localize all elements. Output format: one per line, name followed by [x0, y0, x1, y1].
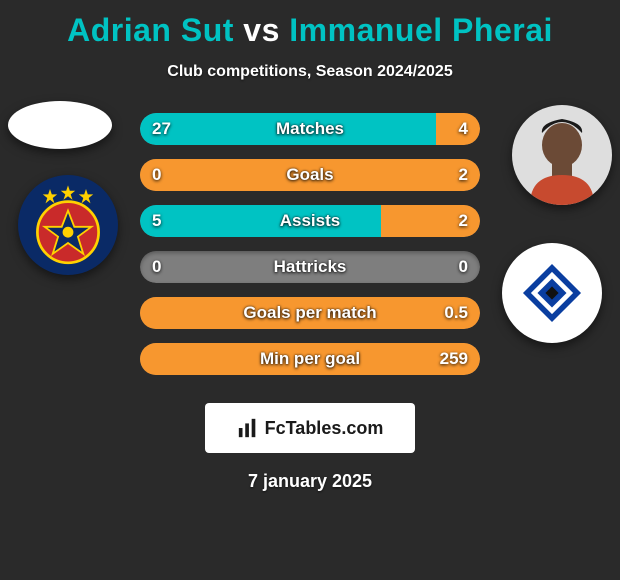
- subtitle: Club competitions, Season 2024/2025: [0, 63, 620, 81]
- branding-badge: FcTables.com: [205, 403, 415, 453]
- stat-label: Goals per match: [140, 297, 480, 329]
- stat-row: 02Goals: [140, 159, 480, 191]
- stat-row: 00Hattricks: [140, 251, 480, 283]
- stat-bars: 274Matches 02Goals 52Assists 00Hattricks 0.5…: [140, 113, 480, 389]
- player2-avatar: [512, 105, 612, 205]
- comparison-content: 274Matches 02Goals 52Assists 00Hattricks 0.5…: [0, 113, 620, 393]
- page-title: Adrian Sut vs Immanuel Pherai: [0, 0, 620, 49]
- stat-row: 0.5Goals per match: [140, 297, 480, 329]
- title-player2: Immanuel Pherai: [289, 12, 553, 48]
- title-vs: vs: [243, 12, 280, 48]
- stat-row: 52Assists: [140, 205, 480, 237]
- club-right-svg: [519, 260, 585, 326]
- date: 7 january 2025: [0, 471, 620, 492]
- stat-row: 259Min per goal: [140, 343, 480, 375]
- title-player1: Adrian Sut: [67, 12, 234, 48]
- stat-label: Min per goal: [140, 343, 480, 375]
- stat-label: Matches: [140, 113, 480, 145]
- player1-club-badge: [18, 175, 118, 275]
- club-left-svg: [23, 180, 113, 270]
- player1-avatar: [8, 101, 112, 149]
- chart-icon: [237, 417, 259, 439]
- player2-club-badge: [502, 243, 602, 343]
- stat-label: Assists: [140, 205, 480, 237]
- player2-avatar-svg: [522, 115, 602, 205]
- stat-label: Hattricks: [140, 251, 480, 283]
- stat-label: Goals: [140, 159, 480, 191]
- stat-row: 274Matches: [140, 113, 480, 145]
- branding-text: FcTables.com: [265, 418, 384, 439]
